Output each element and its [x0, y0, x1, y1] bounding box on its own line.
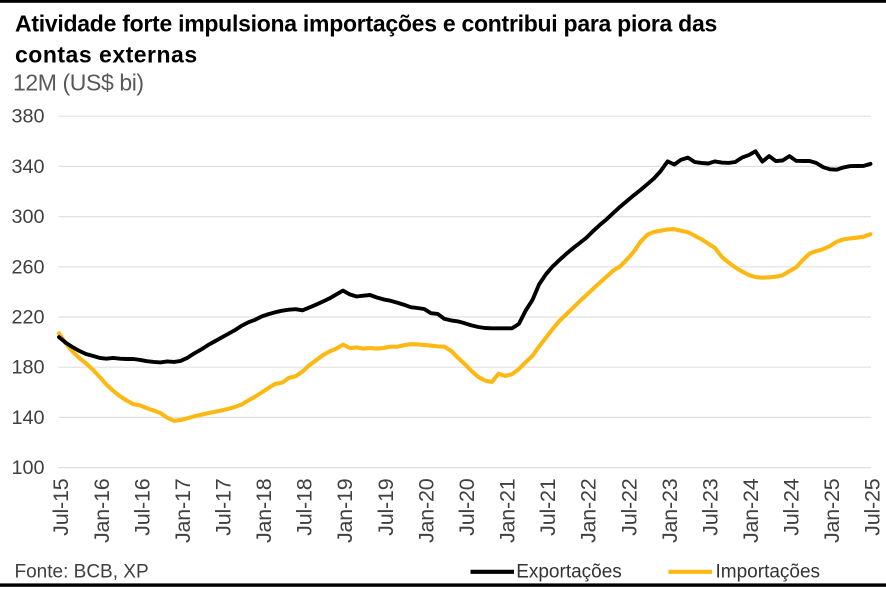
svg-text:Jul-22: Jul-22: [617, 479, 641, 536]
svg-text:Atividade forte impulsiona imp: Atividade forte impulsiona importações e…: [15, 10, 717, 36]
svg-text:220: 220: [12, 307, 45, 329]
svg-text:Jul-19: Jul-19: [374, 479, 398, 536]
svg-text:260: 260: [12, 256, 45, 278]
svg-text:Jul-16: Jul-16: [130, 478, 154, 536]
svg-text:Jul-20: Jul-20: [455, 478, 479, 536]
svg-text:Jan-25: Jan-25: [820, 478, 844, 543]
svg-text:Jul-18: Jul-18: [293, 478, 317, 536]
svg-text:300: 300: [12, 206, 45, 228]
svg-text:Jan-20: Jan-20: [414, 478, 438, 543]
svg-text:Jan-17: Jan-17: [171, 479, 195, 544]
svg-text:Jan-19: Jan-19: [333, 479, 357, 544]
svg-text:Exportações: Exportações: [516, 562, 622, 583]
svg-text:Jan-23: Jan-23: [658, 478, 682, 543]
svg-text:Fonte: BCB, XP: Fonte: BCB, XP: [15, 562, 149, 583]
svg-text:Jul-24: Jul-24: [780, 478, 804, 536]
svg-text:Jul-17: Jul-17: [212, 479, 236, 536]
svg-text:340: 340: [12, 156, 45, 178]
svg-text:Jan-21: Jan-21: [496, 479, 520, 544]
svg-text:Jul-25: Jul-25: [861, 478, 885, 536]
svg-text:12M (US$ bi): 12M (US$ bi): [13, 70, 144, 96]
svg-text:Jul-15: Jul-15: [49, 478, 73, 536]
svg-text:Jan-24: Jan-24: [739, 478, 763, 543]
svg-text:140: 140: [12, 407, 45, 429]
svg-text:Jan-16: Jan-16: [90, 478, 114, 543]
svg-text:100: 100: [12, 457, 45, 479]
svg-text:Jul-23: Jul-23: [698, 478, 722, 536]
svg-text:Jan-18: Jan-18: [252, 478, 276, 543]
svg-text:Jan-22: Jan-22: [577, 479, 601, 544]
svg-text:contas externas: contas externas: [15, 41, 198, 67]
svg-text:180: 180: [12, 357, 45, 379]
svg-text:380: 380: [12, 106, 45, 128]
svg-text:Importações: Importações: [716, 562, 821, 583]
svg-text:Jul-21: Jul-21: [536, 479, 560, 536]
